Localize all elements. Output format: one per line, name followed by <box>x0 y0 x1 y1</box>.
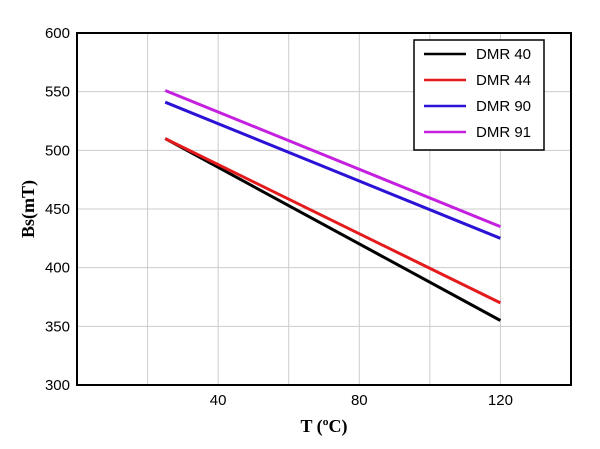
x-tick-label: 120 <box>488 392 513 409</box>
y-tick-label: 450 <box>45 201 70 218</box>
y-axis-title: Bs(mT) <box>18 180 39 238</box>
legend-label: DMR 90 <box>476 98 531 115</box>
plot-frame <box>76 32 572 386</box>
x-tick-label: 80 <box>351 392 368 409</box>
series-line-dmr-40 <box>164 137 502 322</box>
x-tick-label: 40 <box>210 392 227 409</box>
y-tick-label: 300 <box>45 377 70 394</box>
series-line-dmr-44 <box>164 137 502 305</box>
legend-label: DMR 44 <box>476 72 531 89</box>
legend: DMR 40 DMR 44 DMR 90 DMR 91 <box>413 39 545 151</box>
y-tick-labels: 300 350 400 450 500 550 600 <box>45 25 70 394</box>
legend-label: DMR 40 <box>476 46 531 63</box>
series-line-dmr-90 <box>164 100 501 240</box>
legend-box <box>413 39 545 151</box>
legend-label: DMR 91 <box>476 124 531 141</box>
y-tick-label: 500 <box>45 142 70 159</box>
series-line-dmr-91 <box>164 89 501 228</box>
x-tick-labels: 40 80 120 <box>210 392 513 409</box>
y-tick-label: 350 <box>45 318 70 335</box>
y-tick-label: 600 <box>45 25 70 42</box>
x-axis-title: T (ºC) <box>300 416 347 437</box>
series-lines <box>164 89 502 322</box>
y-tick-label: 400 <box>45 260 70 277</box>
y-tick-label: 550 <box>45 84 70 101</box>
